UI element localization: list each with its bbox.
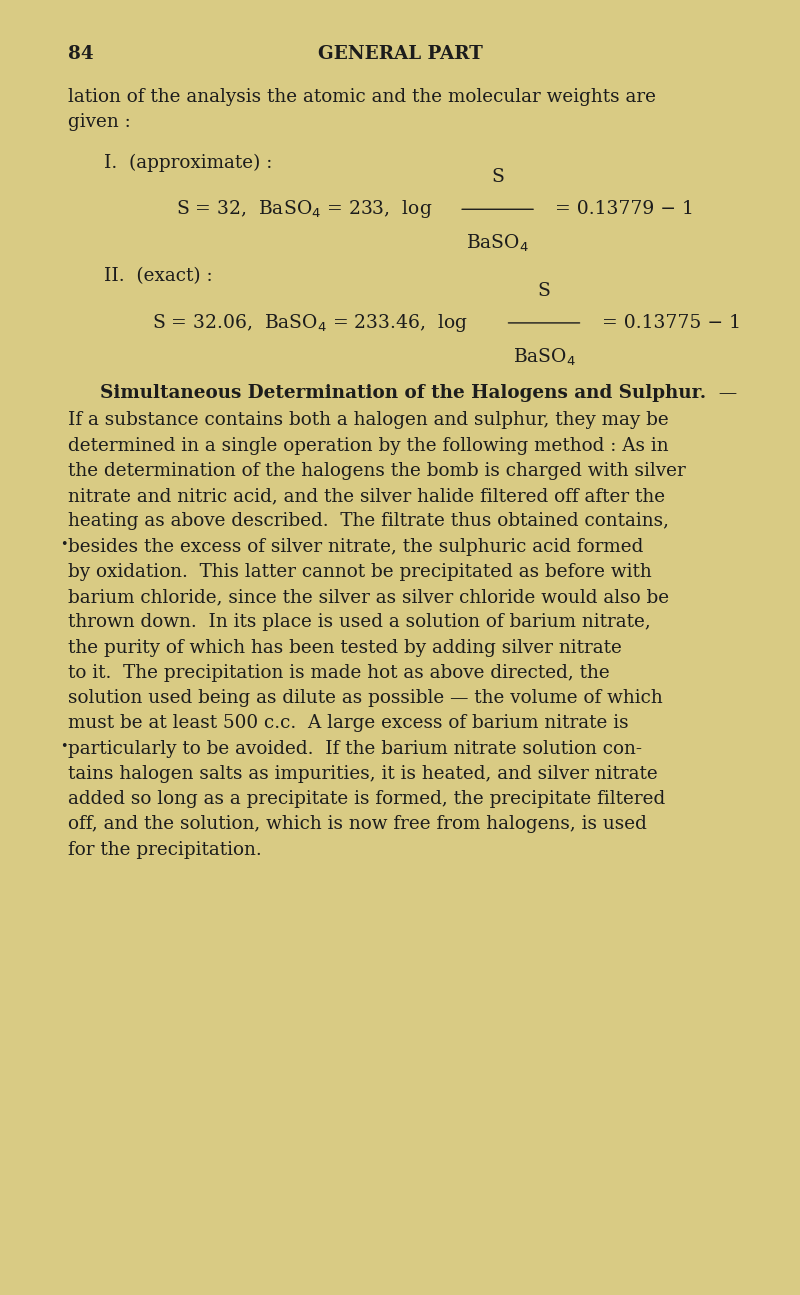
Text: I.  (approximate) :: I. (approximate) : bbox=[104, 154, 272, 172]
Text: barium chloride, since the silver as silver chloride would also be: barium chloride, since the silver as sil… bbox=[68, 588, 669, 606]
Text: BaSO$_4$: BaSO$_4$ bbox=[513, 346, 575, 368]
Text: 84: 84 bbox=[68, 45, 94, 63]
Text: added so long as a precipitate is formed, the precipitate filtered: added so long as a precipitate is formed… bbox=[68, 790, 666, 808]
Text: —: — bbox=[713, 383, 737, 401]
Text: S: S bbox=[538, 281, 550, 299]
Text: lation of the analysis the atomic and the molecular weights are: lation of the analysis the atomic and th… bbox=[68, 88, 656, 106]
Text: = 0.13775 − 1: = 0.13775 − 1 bbox=[602, 313, 741, 332]
Text: particularly to be avoided.  If the barium nitrate solution con-: particularly to be avoided. If the bariu… bbox=[68, 739, 642, 758]
Text: off, and the solution, which is now free from halogens, is used: off, and the solution, which is now free… bbox=[68, 816, 647, 833]
Text: to it.  The precipitation is made hot as above directed, the: to it. The precipitation is made hot as … bbox=[68, 664, 610, 681]
Text: tains halogen salts as impurities, it is heated, and silver nitrate: tains halogen salts as impurities, it is… bbox=[68, 765, 658, 782]
Text: nitrate and nitric acid, and the silver halide filtered off after the: nitrate and nitric acid, and the silver … bbox=[68, 487, 665, 505]
Text: given :: given : bbox=[68, 113, 130, 131]
Text: = 0.13779 − 1: = 0.13779 − 1 bbox=[555, 201, 694, 219]
Text: •: • bbox=[60, 739, 67, 752]
Text: S = 32,  BaSO$_4$ = 233,  log: S = 32, BaSO$_4$ = 233, log bbox=[176, 198, 433, 220]
Text: BaSO$_4$: BaSO$_4$ bbox=[466, 233, 529, 254]
Text: Simultaneous Determination of the Halogens and Sulphur.: Simultaneous Determination of the Haloge… bbox=[100, 383, 706, 401]
Text: must be at least 500 c.c.  A large excess of barium nitrate is: must be at least 500 c.c. A large excess… bbox=[68, 715, 629, 732]
Text: the purity of which has been tested by adding silver nitrate: the purity of which has been tested by a… bbox=[68, 638, 622, 657]
Text: the determination of the halogens the bomb is charged with silver: the determination of the halogens the bo… bbox=[68, 462, 686, 479]
Text: S = 32.06,  BaSO$_4$ = 233.46,  log: S = 32.06, BaSO$_4$ = 233.46, log bbox=[152, 312, 468, 334]
Text: solution used being as dilute as possible — the volume of which: solution used being as dilute as possibl… bbox=[68, 689, 662, 707]
Text: S: S bbox=[491, 168, 504, 186]
Text: determined in a single operation by the following method : As in: determined in a single operation by the … bbox=[68, 436, 669, 455]
Text: II.  (exact) :: II. (exact) : bbox=[104, 267, 213, 285]
Text: thrown down.  In its place is used a solution of barium nitrate,: thrown down. In its place is used a solu… bbox=[68, 614, 650, 631]
Text: for the precipitation.: for the precipitation. bbox=[68, 840, 262, 859]
Text: •: • bbox=[60, 537, 67, 550]
Text: If a substance contains both a halogen and sulphur, they may be: If a substance contains both a halogen a… bbox=[68, 412, 669, 429]
Text: GENERAL PART: GENERAL PART bbox=[318, 45, 482, 63]
Text: by oxidation.  This latter cannot be precipitated as before with: by oxidation. This latter cannot be prec… bbox=[68, 563, 652, 580]
Text: besides the excess of silver nitrate, the sulphuric acid formed: besides the excess of silver nitrate, th… bbox=[68, 537, 643, 556]
Text: heating as above described.  The filtrate thus obtained contains,: heating as above described. The filtrate… bbox=[68, 513, 669, 530]
